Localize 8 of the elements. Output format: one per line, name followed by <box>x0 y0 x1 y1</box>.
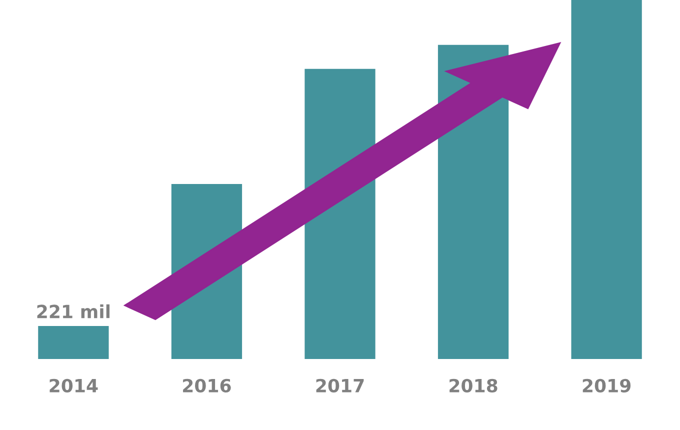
x-tick-label: 2018 <box>450 378 498 392</box>
x-tick-label: 2016 <box>183 378 231 392</box>
bar <box>571 0 642 360</box>
x-tick-label: 2017 <box>316 378 364 392</box>
x-tick-label: 2014 <box>50 378 98 392</box>
data-label: 221 mil <box>37 304 110 318</box>
bar <box>38 326 109 360</box>
x-tick-label: 2019 <box>582 378 631 392</box>
